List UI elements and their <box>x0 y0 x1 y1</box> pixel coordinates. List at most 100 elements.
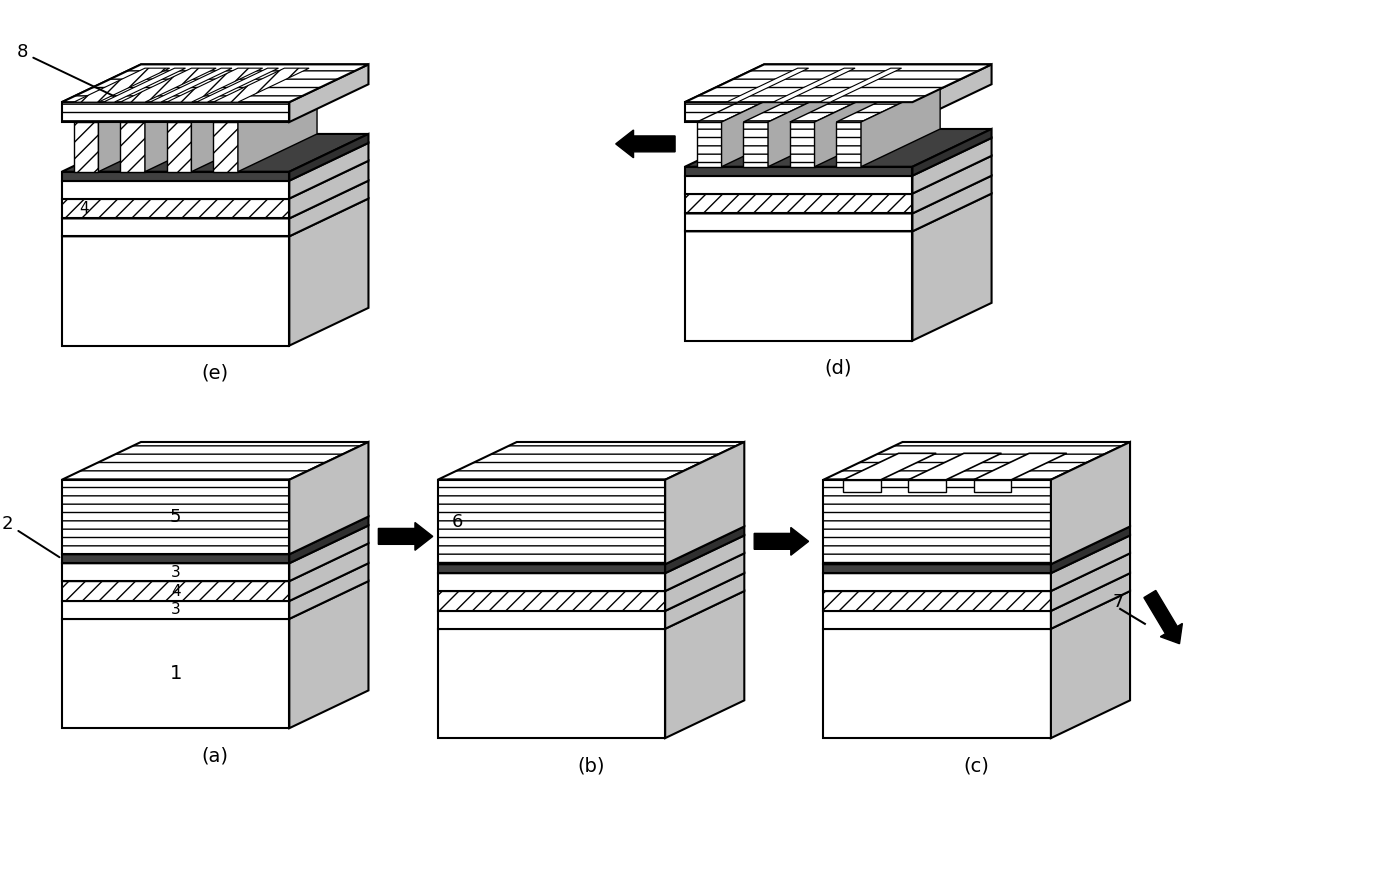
Polygon shape <box>684 156 991 194</box>
Polygon shape <box>823 442 1130 480</box>
FancyArrow shape <box>616 130 675 158</box>
Polygon shape <box>844 480 881 492</box>
Polygon shape <box>144 84 223 172</box>
Polygon shape <box>684 176 991 214</box>
Polygon shape <box>837 122 861 166</box>
Polygon shape <box>62 180 368 218</box>
Polygon shape <box>684 231 912 341</box>
Polygon shape <box>62 525 368 563</box>
Polygon shape <box>773 68 855 102</box>
Polygon shape <box>74 84 178 122</box>
Polygon shape <box>99 84 178 172</box>
Polygon shape <box>684 214 912 231</box>
Polygon shape <box>823 480 1051 564</box>
Polygon shape <box>62 563 368 601</box>
Polygon shape <box>167 68 262 102</box>
Polygon shape <box>289 143 368 199</box>
Text: 1: 1 <box>169 664 182 683</box>
Polygon shape <box>214 122 237 172</box>
Polygon shape <box>121 122 144 172</box>
Polygon shape <box>437 564 665 573</box>
Polygon shape <box>861 84 940 166</box>
Polygon shape <box>121 84 223 122</box>
Polygon shape <box>912 156 991 214</box>
Polygon shape <box>823 554 1130 591</box>
Polygon shape <box>62 64 368 102</box>
Polygon shape <box>437 535 744 573</box>
Polygon shape <box>684 166 912 176</box>
Text: (b): (b) <box>577 757 605 775</box>
Polygon shape <box>823 535 1130 573</box>
Text: 6: 6 <box>451 513 464 531</box>
Text: 3: 3 <box>171 565 180 580</box>
Polygon shape <box>62 199 368 237</box>
Polygon shape <box>844 453 936 480</box>
Polygon shape <box>214 68 310 102</box>
Polygon shape <box>912 138 991 194</box>
Polygon shape <box>62 64 368 102</box>
Text: (a): (a) <box>201 746 229 766</box>
Polygon shape <box>790 84 894 122</box>
Polygon shape <box>167 122 192 172</box>
Polygon shape <box>1051 535 1130 591</box>
Polygon shape <box>74 68 169 102</box>
Polygon shape <box>790 122 815 166</box>
Polygon shape <box>823 573 1051 591</box>
Polygon shape <box>912 129 991 176</box>
Polygon shape <box>684 129 991 166</box>
Text: 4: 4 <box>171 583 180 598</box>
Polygon shape <box>437 611 665 629</box>
Polygon shape <box>823 591 1051 611</box>
Polygon shape <box>289 442 368 554</box>
Polygon shape <box>665 591 744 738</box>
Polygon shape <box>909 453 1002 480</box>
Polygon shape <box>103 68 186 102</box>
Polygon shape <box>823 629 1051 738</box>
Polygon shape <box>289 134 368 180</box>
Polygon shape <box>74 122 99 172</box>
Polygon shape <box>912 176 991 231</box>
Polygon shape <box>150 68 232 102</box>
Polygon shape <box>62 442 368 480</box>
Polygon shape <box>823 564 1051 573</box>
Polygon shape <box>62 134 368 172</box>
Polygon shape <box>722 84 801 166</box>
Polygon shape <box>437 591 665 611</box>
Polygon shape <box>1051 526 1130 573</box>
Polygon shape <box>665 573 744 629</box>
Polygon shape <box>912 194 991 341</box>
Polygon shape <box>62 601 289 619</box>
Polygon shape <box>726 68 809 102</box>
Polygon shape <box>437 554 744 591</box>
Polygon shape <box>437 573 665 591</box>
Polygon shape <box>665 554 744 611</box>
Polygon shape <box>823 573 1130 611</box>
Polygon shape <box>974 480 1012 492</box>
Polygon shape <box>62 480 289 554</box>
Polygon shape <box>909 480 947 492</box>
Polygon shape <box>684 64 991 102</box>
Polygon shape <box>684 194 912 214</box>
Polygon shape <box>823 526 1130 564</box>
Polygon shape <box>1051 573 1130 629</box>
Polygon shape <box>1051 554 1130 611</box>
Polygon shape <box>62 180 289 199</box>
Polygon shape <box>289 64 368 122</box>
Polygon shape <box>684 102 912 122</box>
Polygon shape <box>289 199 368 346</box>
Polygon shape <box>697 122 722 166</box>
Polygon shape <box>289 543 368 601</box>
Polygon shape <box>684 194 991 231</box>
Polygon shape <box>196 68 279 102</box>
Polygon shape <box>665 526 744 573</box>
Polygon shape <box>289 161 368 218</box>
Polygon shape <box>1051 442 1130 564</box>
Polygon shape <box>437 442 744 480</box>
Polygon shape <box>62 581 289 601</box>
Polygon shape <box>62 619 289 728</box>
Polygon shape <box>819 68 902 102</box>
Polygon shape <box>62 517 368 554</box>
Polygon shape <box>1051 591 1130 738</box>
Polygon shape <box>684 64 991 102</box>
Polygon shape <box>974 453 1067 480</box>
